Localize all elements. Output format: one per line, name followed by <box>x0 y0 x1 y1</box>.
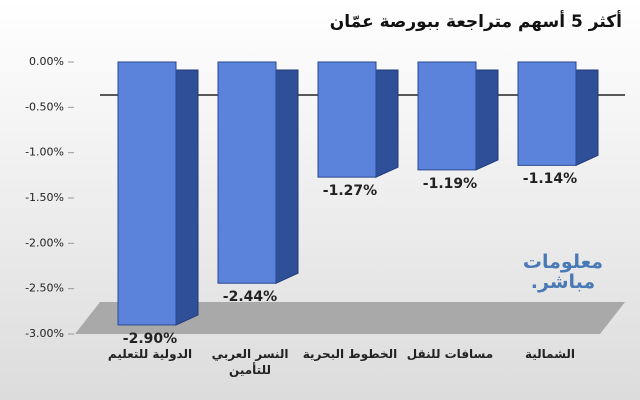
y-tick-label: -2.50% <box>25 282 64 295</box>
y-tick-label: -0.50% <box>25 100 64 113</box>
y-tick-label: -1.50% <box>25 191 64 204</box>
data-label: -2.44% <box>222 289 278 306</box>
bar <box>317 61 377 178</box>
data-label: -1.14% <box>522 171 578 188</box>
watermark: معلومات مباشر. <box>522 251 604 293</box>
bar-side <box>175 69 199 326</box>
x-tick-label: النسر العربي للتأمين <box>211 347 289 377</box>
y-tick-label: -2.00% <box>25 236 64 249</box>
x-tick-label: الشمالية <box>524 347 576 361</box>
bar <box>217 61 277 284</box>
data-label: -1.19% <box>422 175 478 192</box>
bar <box>117 61 177 326</box>
x-tick-label: الدولية للتعليم <box>107 347 193 361</box>
floor <box>75 302 625 334</box>
y-tick-label: -3.00% <box>25 327 64 340</box>
bar <box>517 61 577 166</box>
bar-side <box>575 69 599 167</box>
bar <box>417 61 477 171</box>
x-tick-label: مسافات للنقل <box>406 347 494 361</box>
y-tick-label: 0.00% <box>29 55 64 68</box>
bar-side <box>275 69 299 285</box>
chart-title: أكثر 5 أسهم متراجعة ببورصة عمّان <box>329 12 622 32</box>
data-label: -2.90% <box>122 330 178 347</box>
y-tick-label: -1.00% <box>25 146 64 159</box>
x-tick-label: الخطوط البحرية <box>302 347 398 361</box>
bar-side <box>375 69 399 178</box>
data-label: -1.27% <box>322 183 378 200</box>
bar-side <box>475 69 499 171</box>
